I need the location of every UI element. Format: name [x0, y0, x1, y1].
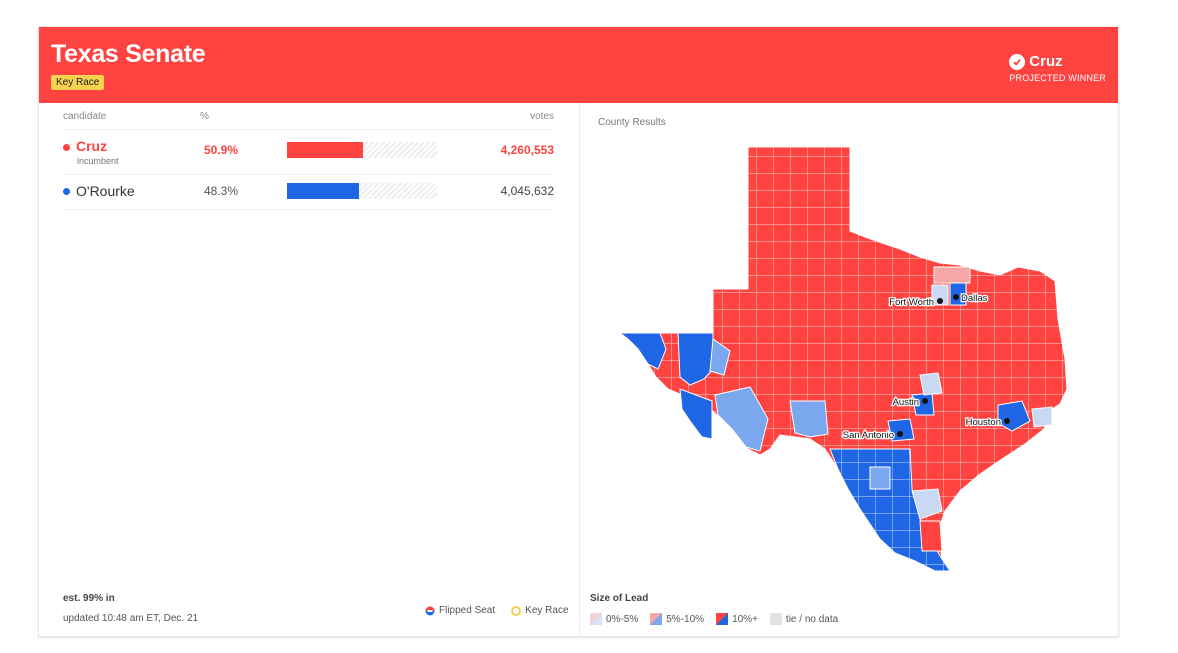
vote-bar: [287, 183, 360, 199]
city-fort-worth: Fort Worth: [888, 296, 943, 309]
check-circle-icon: [1009, 53, 1026, 70]
col-percent: %: [200, 111, 209, 122]
col-votes: votes: [530, 111, 554, 122]
party-dot: [63, 144, 70, 151]
city-san-antonio: San Antonio: [842, 429, 903, 442]
lead-0-5: 0%-5%: [590, 613, 638, 625]
trans-pecos-blue: [677, 332, 714, 386]
estimate-in: est. 99% in: [63, 593, 115, 604]
vote-bar-track: [287, 142, 437, 158]
col-candidate: candidate: [63, 111, 107, 122]
vote-bar-track: [287, 183, 437, 199]
county-results-title: County Results: [598, 117, 666, 128]
brewster-region: [714, 386, 769, 452]
winner-name: Cruz: [1029, 53, 1063, 70]
svg-text:San Antonio: San Antonio: [843, 430, 894, 441]
city-houston: Houston: [964, 416, 1010, 429]
williamson-county: [919, 372, 943, 396]
texas-county-map[interactable]: Fort Worth Dallas Austin Houston San Ant…: [620, 139, 1080, 579]
key-race-badge: Key Race: [51, 75, 105, 90]
table-row[interactable]: Cruz incumbent 50.9% 4,260,553: [63, 130, 554, 175]
key-race-icon: [511, 605, 521, 616]
results-card: Texas Senate Key Race Cruz PROJECTED WIN…: [38, 26, 1120, 638]
race-legend: Flipped Seat Key Race: [425, 605, 569, 616]
webb-light: [869, 466, 891, 490]
city-dallas: Dallas: [953, 292, 989, 305]
candidate-name: O'Rourke: [76, 183, 135, 199]
key-race-label: Key Race: [525, 605, 569, 616]
tarrant-county: [931, 284, 949, 306]
flipped-seat-icon: [425, 606, 435, 615]
incumbent-label: incumbent: [77, 156, 119, 166]
winner-label: PROJECTED WINNER: [1009, 73, 1106, 83]
svg-text:Fort Worth: Fort Worth: [889, 297, 934, 308]
culberson-region: [709, 338, 731, 376]
updated-time: updated 10:48 am ET, Dec. 21: [63, 613, 199, 624]
nueces-region: [911, 488, 943, 520]
lead-10-plus: 10%+: [716, 613, 758, 625]
kenedy-red: [919, 520, 943, 552]
race-header: Texas Senate Key Race Cruz PROJECTED WIN…: [39, 27, 1118, 103]
size-of-lead-legend: 0%-5% 5%-10% 10%+ tie / no data: [590, 613, 850, 625]
flipped-seat-label: Flipped Seat: [439, 605, 496, 616]
size-of-lead-title: Size of Lead: [590, 593, 649, 604]
valverde-region: [789, 400, 829, 438]
table-row[interactable]: O'Rourke 48.3% 4,045,632: [63, 174, 554, 210]
vote-count: 4,260,553: [500, 143, 554, 157]
lead-tie-no-data: tie / no data: [769, 613, 838, 625]
el-paso-region: [620, 332, 667, 370]
svg-text:Houston: Houston: [966, 417, 1001, 428]
presidio-region: [679, 388, 713, 440]
table-header: candidate % votes: [63, 111, 554, 130]
party-dot: [63, 188, 70, 195]
lead-5-10: 5%-10%: [650, 613, 704, 625]
denton-collin: [933, 266, 971, 284]
county-map-panel: County Results: [580, 103, 1120, 638]
galveston-county: [1031, 406, 1053, 428]
city-austin: Austin: [891, 396, 928, 409]
race-title: Texas Senate: [51, 40, 206, 68]
projected-winner: Cruz PROJECTED WINNER: [1009, 53, 1106, 83]
bexar-county: [887, 418, 915, 442]
vote-percent: 50.9%: [204, 143, 239, 157]
candidate-name: Cruz: [76, 138, 108, 154]
svg-text:Dallas: Dallas: [961, 293, 988, 304]
svg-text:Austin: Austin: [893, 397, 919, 408]
vote-bar: [287, 142, 364, 158]
vote-count: 4,045,632: [500, 184, 554, 198]
vote-percent: 48.3%: [204, 184, 239, 198]
results-table-panel: candidate % votes Cruz incumbent 50.9% 4…: [39, 103, 580, 638]
